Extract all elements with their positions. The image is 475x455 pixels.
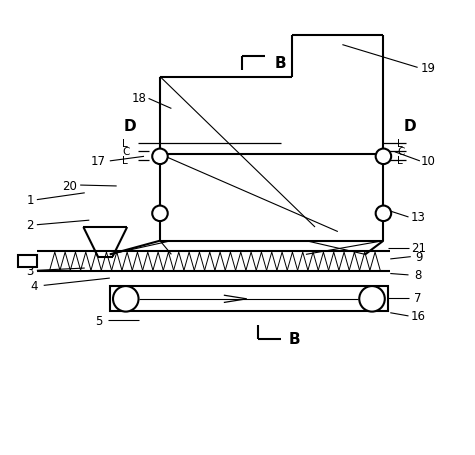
Circle shape xyxy=(113,287,139,312)
Circle shape xyxy=(359,287,385,312)
Text: D: D xyxy=(404,119,417,133)
Text: 18: 18 xyxy=(132,91,147,104)
Bar xyxy=(18,256,37,267)
Text: L: L xyxy=(122,155,128,165)
Text: 16: 16 xyxy=(411,310,426,323)
Text: 7: 7 xyxy=(414,292,421,304)
Text: 10: 10 xyxy=(421,155,436,168)
Text: 17: 17 xyxy=(91,155,106,168)
Text: C: C xyxy=(122,147,130,157)
Text: C: C xyxy=(397,147,405,157)
Text: 20: 20 xyxy=(62,179,77,192)
Text: B: B xyxy=(275,56,286,71)
Text: D: D xyxy=(124,119,136,133)
Text: 1: 1 xyxy=(26,194,34,207)
Text: 21: 21 xyxy=(411,242,426,254)
Text: 2: 2 xyxy=(26,219,34,232)
Circle shape xyxy=(152,149,168,165)
Text: L: L xyxy=(397,155,403,165)
Text: 13: 13 xyxy=(411,211,426,224)
Circle shape xyxy=(376,206,391,222)
Text: 3: 3 xyxy=(26,264,34,277)
Text: L: L xyxy=(397,138,403,148)
Text: 4: 4 xyxy=(31,279,38,292)
Text: L: L xyxy=(122,138,128,148)
Text: 19: 19 xyxy=(420,62,436,75)
Circle shape xyxy=(376,149,391,165)
Bar xyxy=(110,287,388,312)
Text: B: B xyxy=(289,332,300,346)
Circle shape xyxy=(152,206,168,222)
Text: 9: 9 xyxy=(415,251,423,263)
Text: 8: 8 xyxy=(414,269,421,282)
Text: 5: 5 xyxy=(95,314,102,327)
